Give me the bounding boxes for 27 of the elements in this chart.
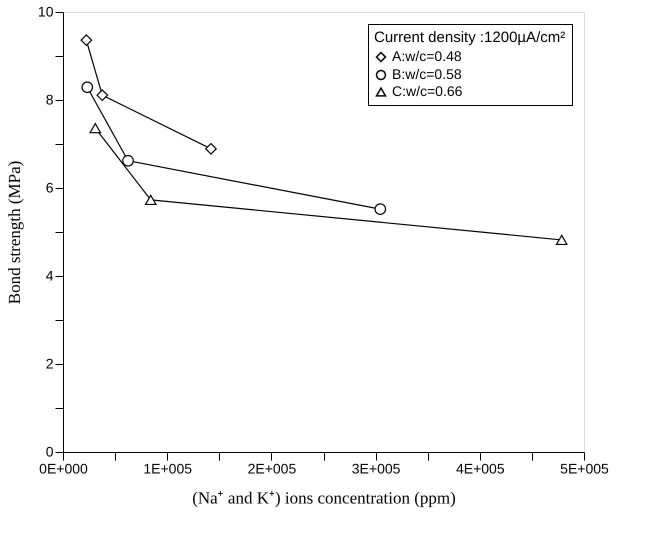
- point: [81, 81, 94, 94]
- point: [374, 203, 386, 215]
- x-tick-label: 3E+005: [352, 460, 401, 476]
- point: [89, 123, 102, 134]
- point: [80, 34, 92, 46]
- x-axis-title: (Na⁺ and K⁺) ions concentration (ppm): [192, 488, 456, 508]
- x-tick-label: 5E+005: [560, 460, 610, 476]
- point: [205, 142, 217, 155]
- legend-label: A:w/c=0.48: [392, 48, 462, 64]
- x-tick-label: 0E+000: [39, 460, 88, 476]
- y-tick-label: 2: [46, 356, 54, 372]
- legend-label: C:w/c=0.66: [392, 83, 463, 99]
- point: [96, 89, 108, 102]
- y-tick-label: 10: [38, 4, 54, 20]
- y-tick-label: 6: [46, 180, 54, 196]
- x-tick-label: 1E+005: [143, 460, 192, 476]
- point: [556, 234, 568, 246]
- x-tick-label: 2E+005: [248, 460, 296, 476]
- y-tick-label: 0: [46, 444, 54, 460]
- legend-title: Current density :1200µA/cm²: [374, 29, 566, 46]
- point: [122, 154, 134, 167]
- y-tick-label: 4: [46, 268, 54, 284]
- y-axis-title: Bond strength (MPa): [4, 160, 24, 304]
- x-tick-label: 4E+005: [456, 460, 505, 476]
- y-tick-label: 8: [46, 92, 54, 108]
- legend-label: B:w/c=0.58: [392, 66, 462, 82]
- point: [144, 194, 157, 206]
